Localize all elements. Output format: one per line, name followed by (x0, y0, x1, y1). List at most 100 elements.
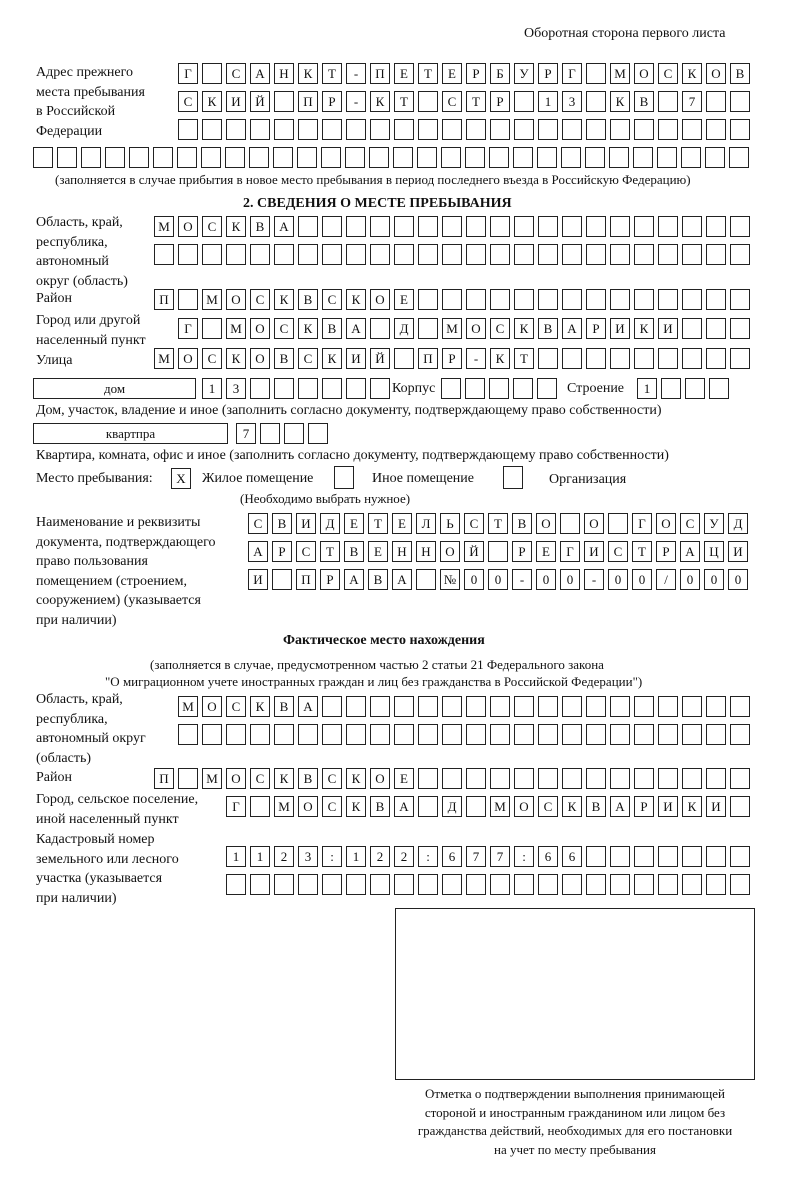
char-cell[interactable] (250, 874, 270, 895)
char-cell[interactable] (658, 216, 678, 237)
char-cell[interactable]: 0 (536, 569, 556, 590)
char-cell[interactable] (706, 119, 726, 140)
char-cell[interactable] (346, 244, 366, 265)
char-cell[interactable] (537, 378, 557, 399)
char-cell[interactable] (538, 289, 558, 310)
char-cell[interactable]: К (682, 63, 702, 84)
char-cell[interactable] (682, 216, 702, 237)
char-cell[interactable] (658, 119, 678, 140)
char-cell[interactable] (466, 874, 486, 895)
char-cell[interactable] (394, 348, 414, 369)
char-cell[interactable] (201, 147, 221, 168)
char-cell[interactable]: И (584, 541, 604, 562)
char-cell[interactable] (730, 289, 750, 310)
char-cell[interactable]: С (322, 289, 342, 310)
char-cell[interactable] (682, 348, 702, 369)
char-cell[interactable]: Т (632, 541, 652, 562)
char-cell[interactable] (562, 348, 582, 369)
char-cell[interactable]: С (296, 541, 316, 562)
char-cell[interactable]: К (562, 796, 582, 817)
char-cell[interactable]: Й (250, 91, 270, 112)
char-cell[interactable] (658, 874, 678, 895)
char-cell[interactable]: / (656, 569, 676, 590)
char-cell[interactable] (634, 696, 654, 717)
char-cell[interactable]: В (274, 696, 294, 717)
char-cell[interactable]: А (274, 216, 294, 237)
char-cell[interactable]: Е (442, 63, 462, 84)
char-cell[interactable] (730, 318, 750, 339)
char-cell[interactable]: О (226, 289, 246, 310)
char-cell[interactable] (586, 874, 606, 895)
char-cell[interactable] (658, 724, 678, 745)
char-cell[interactable]: : (514, 846, 534, 867)
char-cell[interactable]: А (298, 696, 318, 717)
char-cell[interactable] (442, 216, 462, 237)
char-cell[interactable]: В (538, 318, 558, 339)
char-cell[interactable]: А (346, 318, 366, 339)
char-cell[interactable] (610, 768, 630, 789)
char-cell[interactable] (418, 768, 438, 789)
char-cell[interactable]: С (226, 696, 246, 717)
char-cell[interactable]: Т (320, 541, 340, 562)
char-cell[interactable]: Т (514, 348, 534, 369)
char-cell[interactable] (730, 244, 750, 265)
char-cell[interactable] (560, 513, 580, 534)
char-cell[interactable]: М (178, 696, 198, 717)
char-cell[interactable]: 7 (466, 846, 486, 867)
char-cell[interactable] (682, 119, 702, 140)
char-cell[interactable] (730, 874, 750, 895)
char-cell[interactable] (610, 696, 630, 717)
char-cell[interactable]: С (538, 796, 558, 817)
char-cell[interactable] (706, 846, 726, 867)
char-cell[interactable]: Ь (440, 513, 460, 534)
char-cell[interactable] (322, 874, 342, 895)
char-cell[interactable]: О (250, 348, 270, 369)
char-cell[interactable]: Е (394, 768, 414, 789)
char-cell[interactable]: - (512, 569, 532, 590)
char-cell[interactable] (466, 696, 486, 717)
char-cell[interactable] (730, 91, 750, 112)
char-cell[interactable]: К (370, 91, 390, 112)
char-cell[interactable]: 2 (370, 846, 390, 867)
char-cell[interactable] (514, 289, 534, 310)
char-cell[interactable]: О (250, 318, 270, 339)
char-cell[interactable]: К (202, 91, 222, 112)
char-cell[interactable]: К (274, 289, 294, 310)
char-cell[interactable]: О (370, 768, 390, 789)
char-cell[interactable] (634, 119, 654, 140)
char-cell[interactable] (514, 724, 534, 745)
char-cell[interactable] (706, 216, 726, 237)
char-cell[interactable] (490, 874, 510, 895)
char-cell[interactable]: М (202, 768, 222, 789)
char-cell[interactable]: - (466, 348, 486, 369)
char-cell[interactable] (633, 147, 653, 168)
char-cell[interactable] (514, 874, 534, 895)
char-cell[interactable] (538, 724, 558, 745)
char-cell[interactable]: И (610, 318, 630, 339)
char-cell[interactable] (202, 244, 222, 265)
char-cell[interactable]: Р (322, 91, 342, 112)
char-cell[interactable]: Р (442, 348, 462, 369)
char-cell[interactable] (608, 513, 628, 534)
char-cell[interactable] (729, 147, 749, 168)
char-cell[interactable]: С (464, 513, 484, 534)
char-cell[interactable]: В (512, 513, 532, 534)
char-cell[interactable] (705, 147, 725, 168)
char-cell[interactable] (370, 874, 390, 895)
char-cell[interactable]: Н (392, 541, 412, 562)
char-cell[interactable]: И (226, 91, 246, 112)
char-cell[interactable]: 6 (538, 846, 558, 867)
char-cell[interactable]: А (248, 541, 268, 562)
char-cell[interactable]: 0 (680, 569, 700, 590)
char-cell[interactable]: 1 (202, 378, 222, 399)
char-cell[interactable] (394, 874, 414, 895)
char-cell[interactable] (706, 696, 726, 717)
char-cell[interactable] (610, 289, 630, 310)
char-cell[interactable]: Е (344, 513, 364, 534)
char-cell[interactable] (153, 147, 173, 168)
char-cell[interactable]: С (248, 513, 268, 534)
char-cell[interactable] (538, 348, 558, 369)
char-cell[interactable]: К (514, 318, 534, 339)
char-cell[interactable] (538, 216, 558, 237)
char-cell[interactable] (321, 147, 341, 168)
